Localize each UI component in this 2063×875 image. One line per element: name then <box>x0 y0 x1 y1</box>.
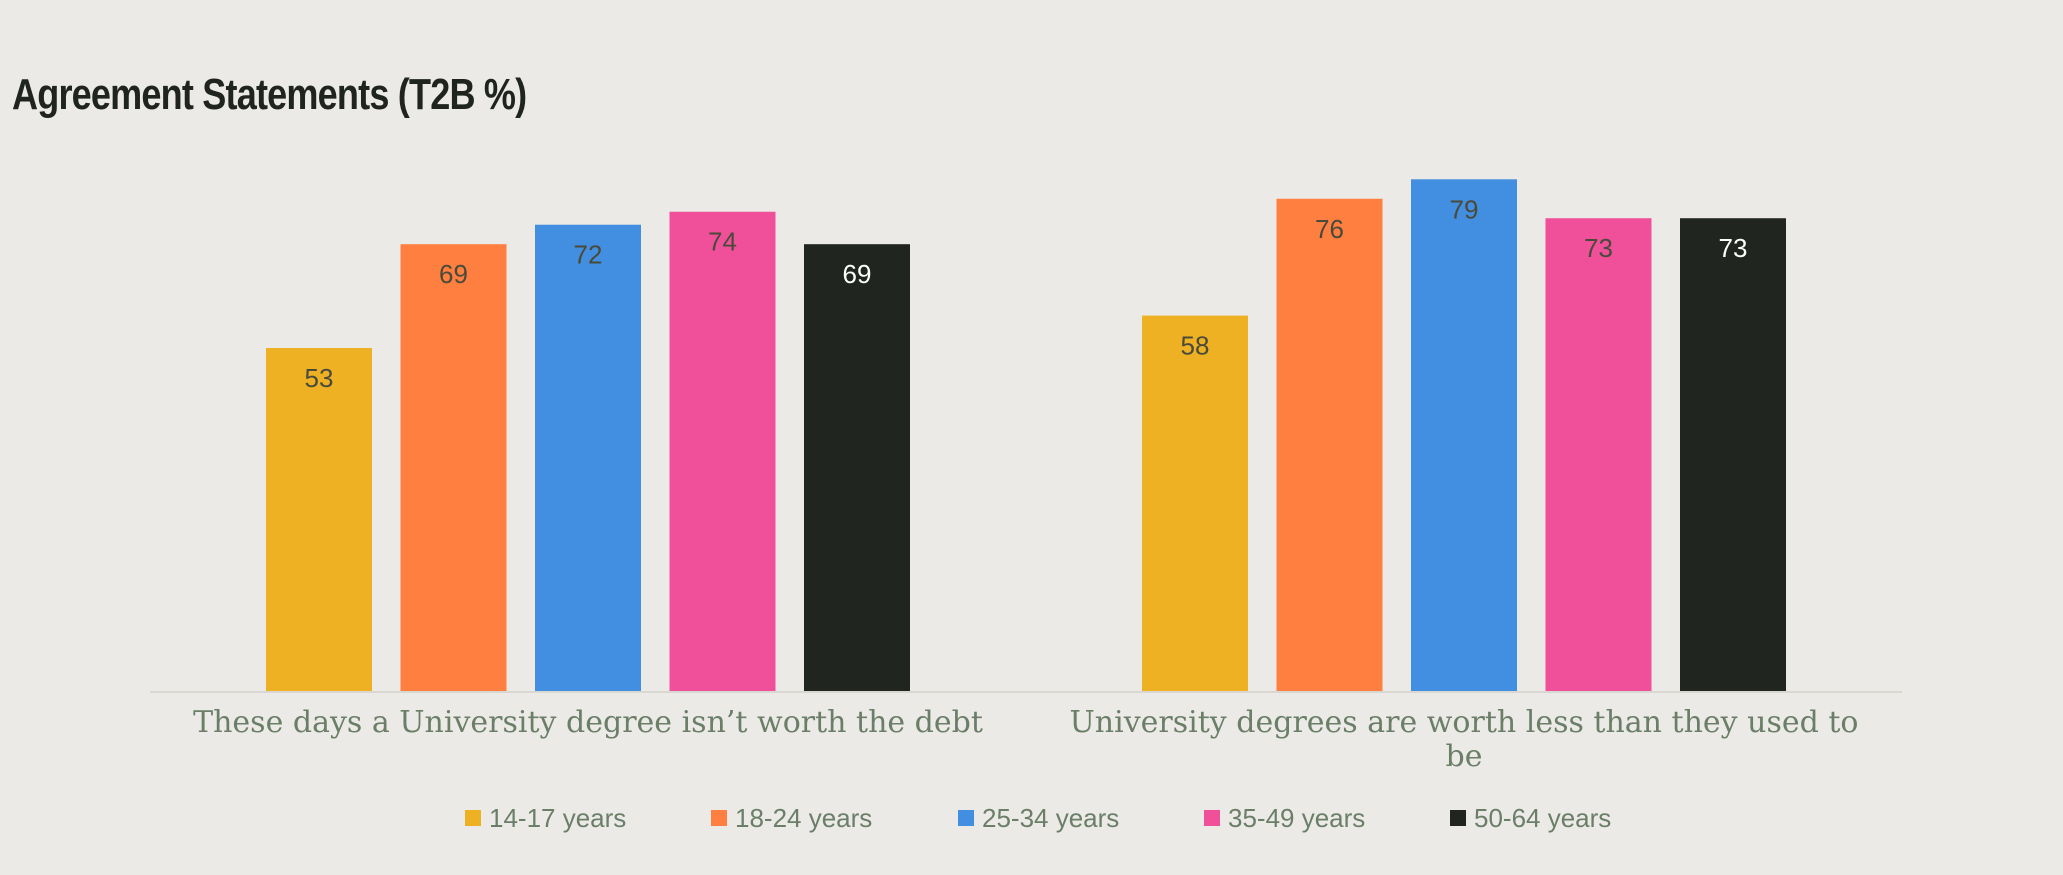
legend-label: 14-17 years <box>489 803 626 833</box>
category-label-1: These days a University degree isn’t wor… <box>193 705 983 740</box>
legend-label: 25-34 years <box>982 803 1119 833</box>
legend-swatch <box>711 810 727 826</box>
bar-value-label: 76 <box>1315 214 1344 244</box>
legend-swatch <box>465 810 481 826</box>
bar-value-label: 73 <box>1584 233 1613 263</box>
legend-item-18-24-years: 18-24 years <box>711 803 872 833</box>
legend-label: 50-64 years <box>1474 803 1611 833</box>
bar-value-label: 79 <box>1450 194 1479 224</box>
bar-2-14-17-years <box>1142 315 1248 692</box>
legend-swatch <box>1450 810 1466 826</box>
bar-value-label: 69 <box>439 259 468 289</box>
bar-2-25-34-years <box>1411 179 1517 693</box>
legend-label: 18-24 years <box>735 803 872 833</box>
bar-1-50-64-years <box>804 244 910 692</box>
bar-2-35-49-years <box>1545 218 1652 693</box>
bar-value-label: 69 <box>843 259 872 289</box>
bar-1-18-24-years <box>400 244 507 692</box>
category-label-2: University degrees are worth less than t… <box>1070 705 1859 774</box>
legend-swatch <box>958 810 974 826</box>
bar-2-18-24-years <box>1276 198 1383 692</box>
bar-value-label: 72 <box>574 240 603 270</box>
bar-value-label: 73 <box>1719 233 1748 263</box>
legend-item-35-49-years: 35-49 years <box>1204 803 1365 833</box>
legend-item-14-17-years: 14-17 years <box>465 803 626 833</box>
legend: 14-17 years 18-24 years 25-34 years 35-49 y… <box>465 803 1611 833</box>
category-labels: These days a University degree isn’t wor… <box>193 705 1858 774</box>
legend-item-25-34-years: 25-34 years <box>958 803 1119 833</box>
chart-title: Agreement Statements (T2B %) <box>12 70 527 119</box>
bar-value-label: 58 <box>1181 331 1210 361</box>
bar-1-35-49-years <box>669 211 776 693</box>
bar-value-label: 74 <box>708 227 737 257</box>
bar-2-50-64-years <box>1680 218 1786 693</box>
legend-label: 35-49 years <box>1228 803 1365 833</box>
legend-item-50-64-years: 50-64 years <box>1450 803 1611 833</box>
bars-layer: 53 69 72 74 69 58 76 79 73 73 <box>266 179 1786 693</box>
bar-1-14-17-years <box>266 348 372 692</box>
bar-1-25-34-years <box>535 224 641 692</box>
bar-value-label: 53 <box>305 363 334 393</box>
legend-swatch <box>1204 810 1220 826</box>
